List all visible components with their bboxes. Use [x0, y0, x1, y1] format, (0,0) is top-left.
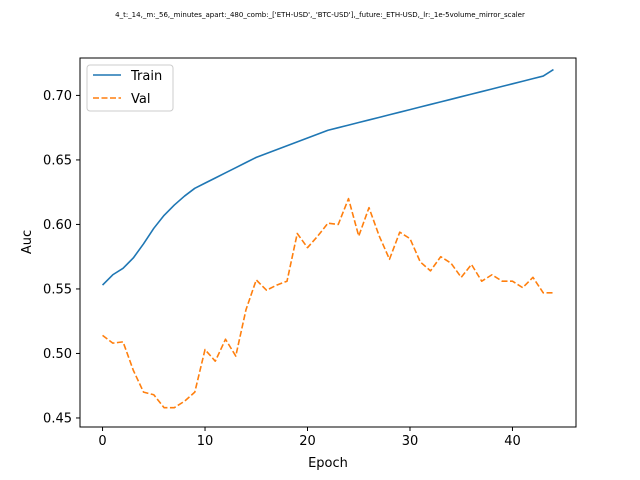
legend-val-label: Val — [131, 92, 150, 107]
plot-area — [79, 57, 577, 428]
x-tick-label: 20 — [299, 434, 316, 449]
y-tick-label: 0.45 — [43, 411, 72, 426]
y-axis-ticks: 0.45 0.50 0.55 0.60 0.65 0.70 — [43, 89, 80, 426]
x-tick-label: 0 — [98, 434, 106, 449]
plot-frame — [79, 57, 577, 428]
chart-title: 4_t:_14,_m:_56,_minutes_apart:_480_comb:… — [115, 11, 525, 19]
x-axis-label: Epoch — [308, 456, 348, 471]
x-axis-ticks: 0 10 20 30 40 — [98, 427, 521, 449]
y-tick-label: 0.50 — [43, 347, 72, 362]
series-line-train — [101, 68, 554, 286]
legend-train-label: Train — [130, 69, 162, 84]
x-tick-label: 30 — [402, 434, 419, 449]
y-tick-label: 0.55 — [43, 282, 72, 297]
series-line-val — [102, 197, 554, 409]
legend-box — [86, 64, 174, 112]
x-tick-label: 10 — [197, 434, 214, 449]
y-tick-label: 0.65 — [43, 153, 72, 168]
y-tick-label: 0.70 — [43, 89, 72, 104]
y-axis-label: Auc — [20, 230, 35, 254]
series-layer — [101, 68, 554, 409]
y-tick-label: 0.60 — [43, 218, 72, 233]
legend: Train Val — [86, 64, 174, 112]
x-tick-label: 40 — [504, 434, 521, 449]
